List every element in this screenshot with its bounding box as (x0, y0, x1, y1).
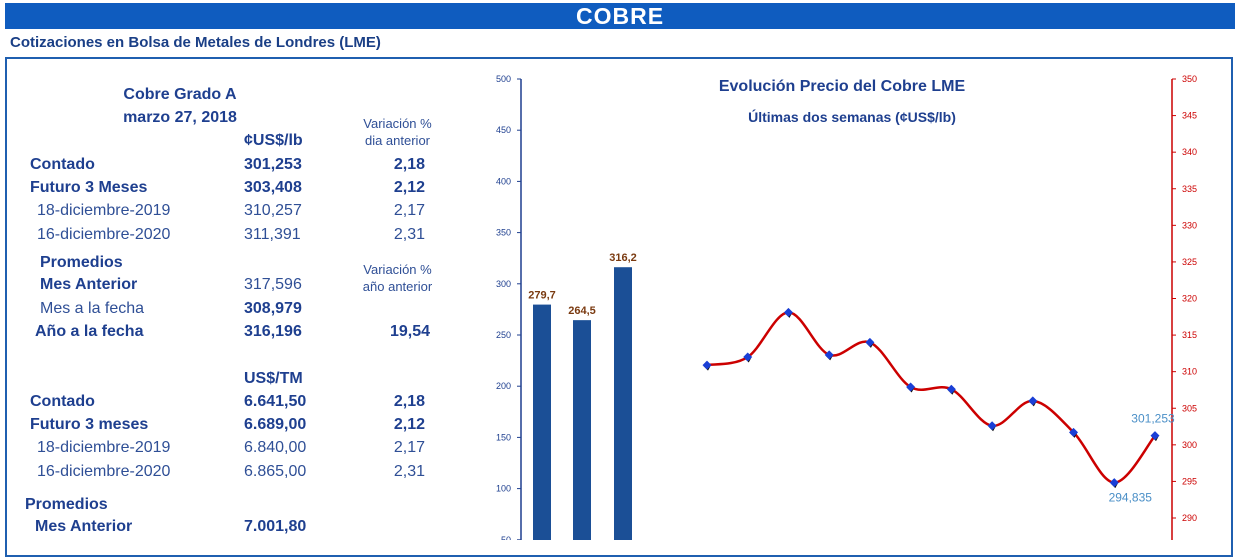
line-y-tick-label: 290 (1182, 513, 1197, 523)
line-y-tick-label: 295 (1182, 476, 1197, 486)
data-point (702, 360, 712, 370)
point-annotation: 301,253 (1131, 412, 1175, 426)
bar-y-tick-label: 400 (496, 176, 511, 186)
row-var: 2,31 (393, 226, 425, 243)
row-label: 16-diciembre-2020 (37, 226, 171, 243)
line-y-tick-label: 350 (1182, 74, 1197, 84)
bar-y-tick-label: 50 (501, 535, 511, 540)
bar-data-label: 279,7 (528, 290, 556, 302)
row-value: 301,253 (244, 156, 302, 173)
row-label: Año a la fecha (35, 323, 144, 340)
line-y-tick-label: 315 (1182, 330, 1197, 340)
row-label: Futuro 3 Meses (30, 179, 148, 196)
var-header-year-1: Variación % (363, 262, 432, 277)
row-value: 7.001,80 (244, 518, 307, 535)
data-point (946, 384, 956, 394)
bar-y-tick-label: 500 (496, 74, 511, 84)
row-value: 6.865,00 (244, 463, 307, 480)
data-point (1069, 427, 1079, 437)
row-value: 6.840,00 (244, 439, 307, 456)
row-value: 6.689,00 (244, 416, 307, 433)
row-value: 6.641,50 (244, 393, 307, 410)
line-y-tick-label: 345 (1182, 111, 1197, 121)
row-var: 2,12 (393, 179, 425, 196)
line-chart: Evolución Precio del Cobre LME Últimas d… (702, 74, 1197, 540)
data-point (906, 382, 916, 392)
bar (533, 304, 551, 540)
var-header-day-2: dia anterior (364, 133, 431, 148)
data-point (783, 307, 793, 317)
row-var: 2,12 (393, 416, 425, 433)
row-value: 310,257 (244, 202, 302, 219)
row-value: 308,979 (244, 300, 302, 317)
row-value: 311,391 (244, 226, 301, 243)
bar (614, 267, 632, 540)
row-var: 2,17 (393, 202, 425, 219)
line-y-tick-label: 300 (1182, 440, 1197, 450)
row-label: 18-diciembre-2019 (37, 202, 171, 219)
page-subtitle: Cotizaciones en Bolsa de Metales de Lond… (10, 34, 381, 51)
line-y-tick-label: 310 (1182, 367, 1197, 377)
row-var: 2,18 (393, 156, 425, 173)
bar-y-tick-label: 100 (496, 484, 511, 494)
var-header-day-1: Variación % (363, 116, 432, 131)
table-title: Cobre Grado A (123, 86, 237, 103)
row-label: 16-diciembre-2020 (37, 463, 171, 480)
data-point (1150, 431, 1160, 441)
bar-y-tick-label: 300 (496, 279, 511, 289)
table-date: marzo 27, 2018 (123, 109, 237, 126)
data-point (1028, 396, 1038, 406)
line-y-tick-label: 340 (1182, 147, 1197, 157)
row-value: 303,408 (244, 179, 302, 196)
line-y-tick-label: 320 (1182, 294, 1197, 304)
data-point (865, 337, 875, 347)
price-line (706, 311, 1156, 484)
row-label: Futuro 3 meses (30, 416, 149, 433)
line-chart-subtitle: Últimas dos semanas (¢US$/lb) (748, 108, 956, 125)
line-chart-title: Evolución Precio del Cobre LME (719, 78, 966, 95)
row-label: 18-diciembre-2019 (37, 439, 171, 456)
row-label: Mes a la fecha (40, 300, 145, 317)
data-point (743, 352, 753, 362)
line-y-tick-label: 330 (1182, 220, 1197, 230)
bar (573, 320, 591, 540)
line-y-tick-label: 325 (1182, 257, 1197, 267)
row-label: Mes Anterior (40, 276, 138, 293)
row-var: 2,31 (393, 463, 425, 480)
bar-y-tick-label: 450 (496, 125, 511, 135)
bar-chart: 50 100 150 200 250 300 350 400 450 500 279,7 264,5 3… (496, 74, 637, 540)
unit-tm-header: US$/TM (244, 370, 303, 387)
bar-data-label: 316,2 (609, 252, 637, 264)
charts-area: 50 100 150 200 250 300 350 400 450 500 279,7 264,5 3… (496, 74, 1197, 540)
row-var: 19,54 (389, 323, 430, 340)
row-var: 2,17 (393, 439, 425, 456)
point-annotation: 294,835 (1109, 491, 1153, 505)
promedios-label: Promedios (40, 254, 123, 271)
line-y-tick-label: 305 (1182, 403, 1197, 413)
promedios2-label: Promedios (25, 496, 108, 513)
row-label: Contado (30, 156, 95, 173)
bar-y-tick-label: 350 (496, 228, 511, 238)
row-label: Contado (30, 393, 95, 410)
data-point (987, 421, 997, 431)
bar-data-label: 264,5 (568, 305, 596, 317)
row-value: 317,596 (244, 276, 302, 293)
line-y-tick-label: 335 (1182, 184, 1197, 194)
row-value: 316,196 (244, 323, 302, 340)
bar-y-tick-label: 200 (496, 381, 511, 391)
bar-y-tick-label: 150 (496, 432, 511, 442)
unit-lb-header: ¢US$/lb (244, 132, 303, 149)
var-header-year-2: año anterior (362, 279, 433, 294)
banner-title: COBRE (5, 3, 1235, 29)
data-point (1109, 478, 1119, 488)
data-point (824, 350, 834, 360)
row-var: 2,18 (393, 393, 425, 410)
bar-y-tick-label: 250 (496, 330, 511, 340)
row-label: Mes Anterior (35, 518, 133, 535)
